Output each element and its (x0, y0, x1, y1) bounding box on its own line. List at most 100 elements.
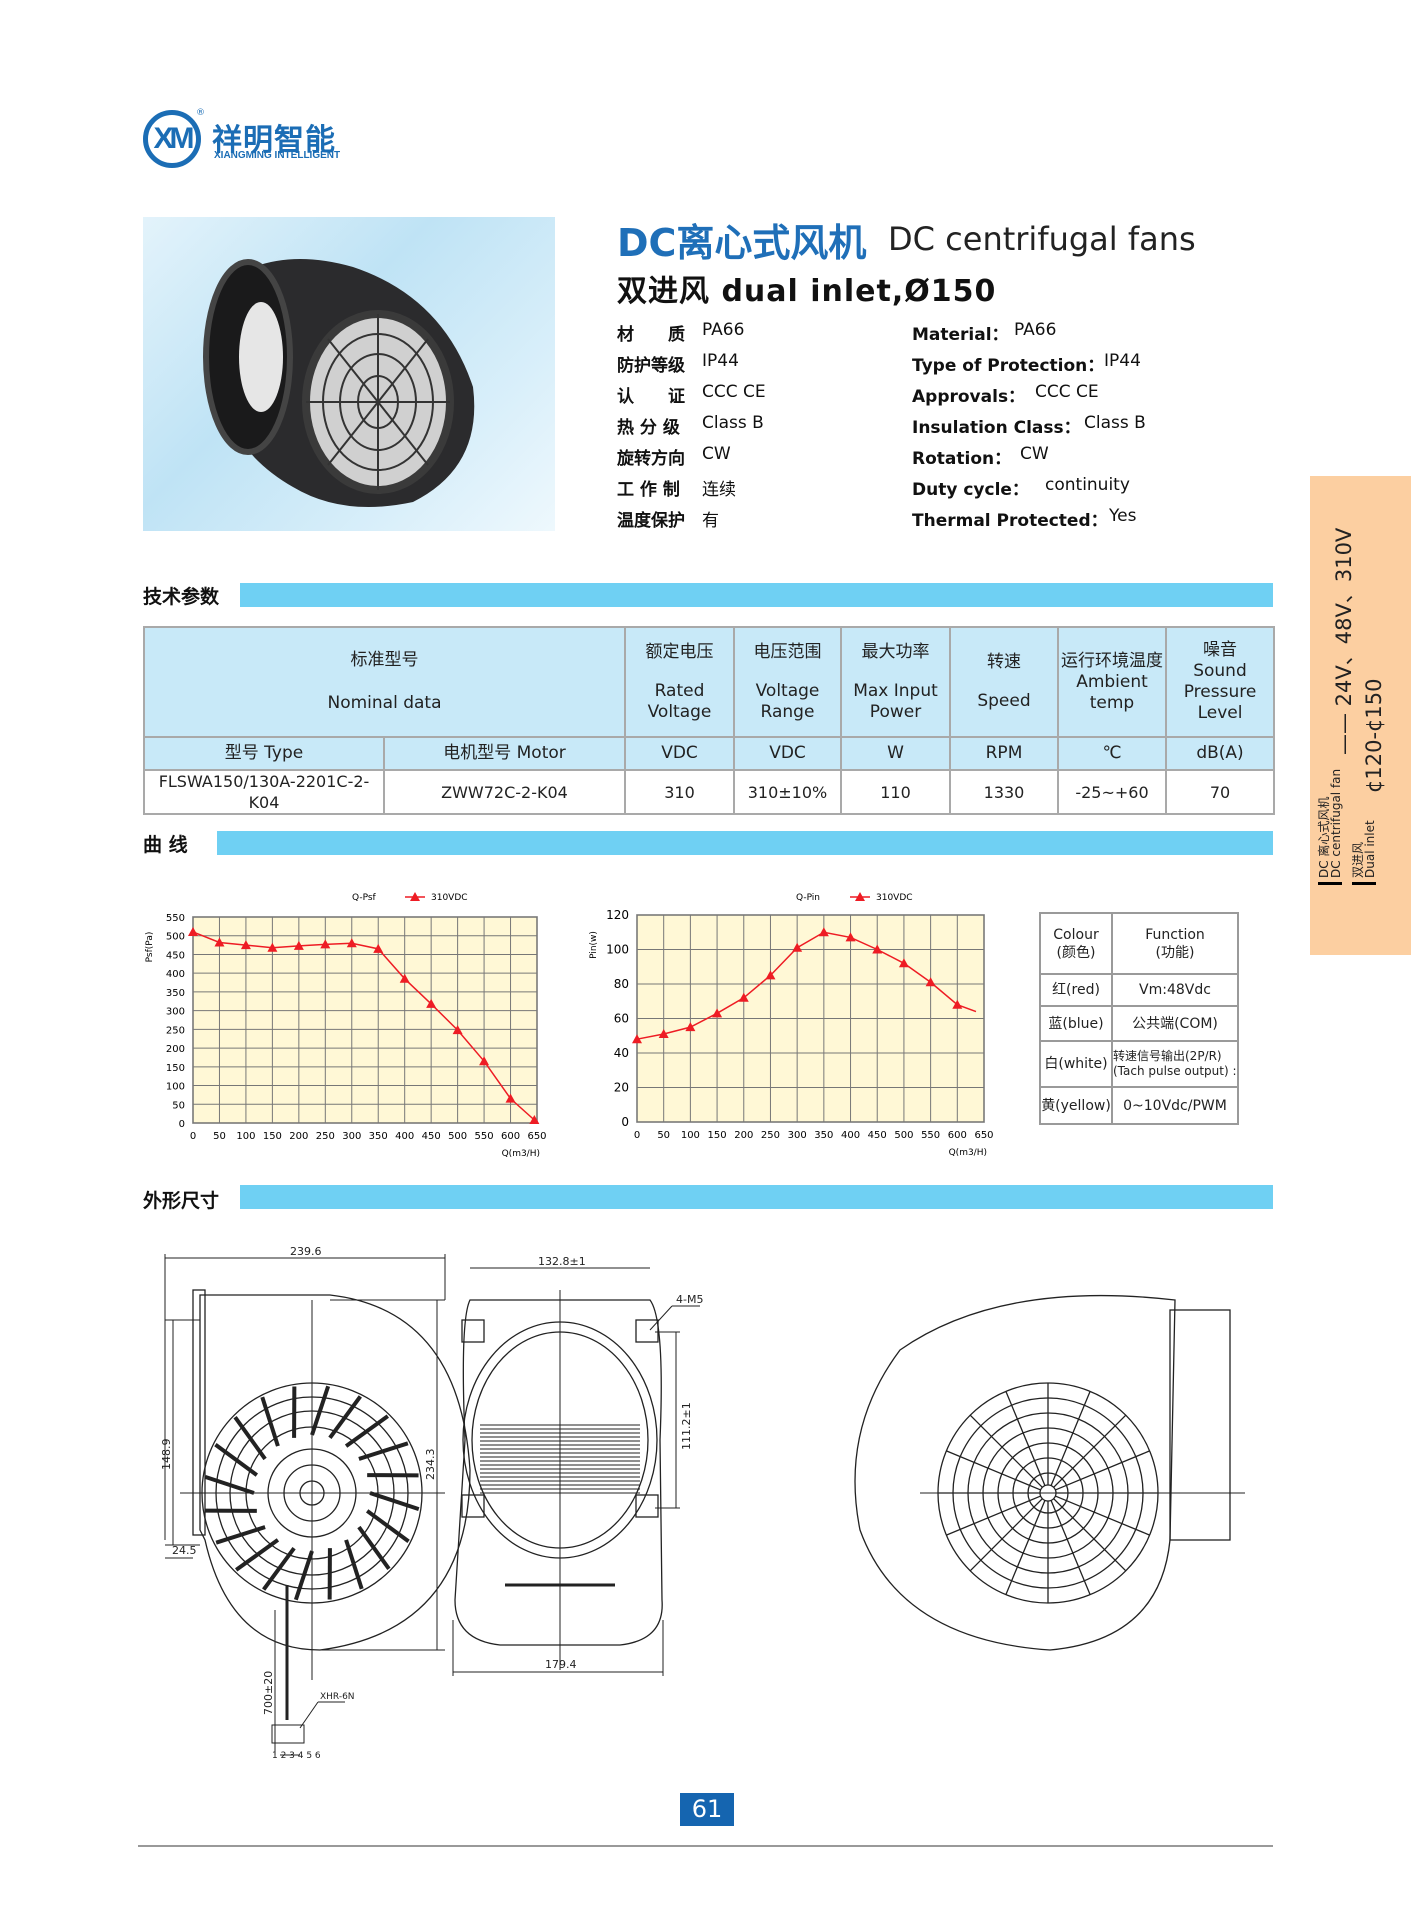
footer-divider (138, 1845, 1273, 1847)
col-en: Speed (977, 691, 1031, 711)
function-header-en: Function (1145, 926, 1205, 943)
y-tick-label: 50 (172, 1100, 185, 1111)
impeller-blade (357, 1525, 391, 1570)
dim-depth: 179.4 (545, 1658, 577, 1671)
dim-cable: 700±20 (262, 1671, 275, 1715)
x-tick-label: 0 (190, 1131, 196, 1142)
grille-spoke (969, 1414, 1043, 1488)
x-tick-label: 500 (448, 1131, 467, 1142)
spec-value: CCC CE (702, 382, 766, 402)
spec-value: PA66 (702, 320, 745, 340)
unit: dB(A) (1165, 736, 1275, 771)
side-line2: DC centrifugal fan (1329, 768, 1343, 878)
connector-pins: 1 2 3 4 5 6 (272, 1751, 321, 1761)
x-tick-label: 250 (761, 1130, 780, 1141)
function-header: Function (功能) (1111, 912, 1239, 975)
col-header: 转速 Speed (949, 626, 1059, 738)
dim-inlet: 132.8±1 (538, 1255, 586, 1268)
subtitle: 双进风 dual inlet,Ø150 (617, 274, 997, 309)
y-tick-label: 0 (179, 1119, 185, 1130)
col-cn: 转速 (987, 652, 1021, 672)
y-tick-label: 0 (621, 1115, 629, 1129)
data-point (505, 1093, 516, 1103)
data-point (872, 944, 883, 954)
data-point (399, 973, 410, 983)
spec-value: Yes (1109, 506, 1137, 526)
impeller-blade (369, 1491, 420, 1512)
side-voltages: —— 24V、48V、310V (1332, 527, 1356, 755)
spec-value: continuity (1045, 475, 1130, 495)
x-tick-label: 550 (475, 1131, 494, 1142)
data-point (373, 943, 384, 953)
grille-spoke (1005, 1500, 1046, 1595)
data-point (952, 999, 963, 1009)
wire-colour: 红(red) (1039, 973, 1113, 1007)
x-tick-label: 300 (342, 1131, 361, 1142)
data-point (765, 970, 776, 980)
product-photo (143, 217, 555, 531)
unit: ℃ (1057, 736, 1167, 771)
x-axis-label: Q(m3/H) (949, 1148, 987, 1158)
grille-spoke (1050, 1500, 1091, 1595)
y-tick-label: 80 (614, 977, 629, 991)
spec-value: 有 (702, 511, 719, 531)
col-header: 额定电压 Rated Voltage (624, 626, 735, 738)
grille-spoke (969, 1498, 1043, 1572)
spec-label: 工 作 制 (617, 480, 680, 500)
dim-width: 239.6 (290, 1245, 322, 1258)
data-point (529, 1115, 540, 1125)
x-tick-label: 300 (788, 1130, 807, 1141)
x-tick-label: 150 (263, 1131, 282, 1142)
grille-spoke (1050, 1391, 1091, 1486)
impeller-blade (344, 1539, 364, 1590)
x-tick-label: 650 (974, 1130, 993, 1141)
data-point (267, 942, 278, 952)
spec-label: Rotation： (912, 449, 1012, 469)
data-point (658, 1029, 669, 1039)
dim-offset: 24.5 (172, 1544, 197, 1557)
impeller-blade (310, 1385, 331, 1436)
data-point (452, 1025, 463, 1035)
data-point (845, 932, 856, 942)
wire-function-en: (Tach pulse output) : (1113, 1064, 1237, 1078)
wire-colour: 白(white) (1039, 1040, 1113, 1088)
wire-function-cn: 转速信号输出(2P/R) (1113, 1049, 1222, 1063)
y-tick-label: 500 (166, 932, 185, 943)
x-tick-label: 0 (634, 1130, 640, 1141)
impeller-blade (262, 1546, 296, 1591)
section-bar (240, 583, 1273, 607)
x-tick-label: 350 (814, 1130, 833, 1141)
colour-header: Colour (颜色) (1039, 912, 1113, 975)
impeller-blade (214, 1443, 259, 1477)
cell: 70 (1165, 769, 1275, 815)
side-tab (1310, 476, 1411, 955)
data-point (818, 927, 829, 937)
spec-label: 认 证 (617, 387, 685, 407)
spec-label: Insulation Class： (912, 418, 1081, 438)
nominal-en: Nominal data (327, 693, 442, 713)
chart-q-psf: 0 50 100 150 200 250 300 350 400 450 500 550 600 650 0… (145, 892, 547, 1159)
spec-value: CW (702, 444, 731, 464)
section-curve-title: 曲 线 (143, 834, 188, 856)
dim-height: 234.3 (424, 1449, 437, 1481)
side-view-motor (180, 1289, 471, 1680)
wire-function: 公共端(COM) (1111, 1005, 1239, 1042)
function-header-cn: (功能) (1155, 944, 1195, 961)
cell: -25~+60 (1057, 769, 1167, 815)
x-tick-label: 50 (213, 1131, 226, 1142)
dim-hole-spacing: 111.2±1 (680, 1402, 693, 1450)
col-en: Sound Pressure Level (1183, 661, 1257, 723)
col-en: Voltage Range (755, 680, 820, 722)
legend-label: 310VDC (876, 893, 913, 903)
y-tick-label: 550 (166, 913, 185, 924)
brand-name-cn: 祥明智能 (212, 123, 336, 158)
x-tick-label: 100 (236, 1131, 255, 1142)
impeller-blade (233, 1416, 267, 1461)
wire-function: 转速信号输出(2P/R) (Tach pulse output) : (1111, 1040, 1239, 1088)
chart-title: Q-Psf (352, 893, 377, 903)
cell-type: FLSWA150/130A-2201C-2-K04 (143, 769, 385, 815)
x-tick-label: 50 (657, 1130, 670, 1141)
spec-table: 标准型号 Nominal data 额定电压 Rated Voltage 电压范围 V… (143, 626, 1275, 815)
spec-value: IP44 (702, 351, 739, 371)
wire-row: 蓝(blue) 公共端(COM) (1039, 1005, 1239, 1042)
